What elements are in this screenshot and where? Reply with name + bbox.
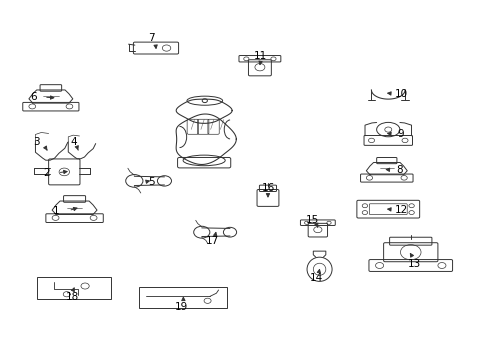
Text: 11: 11 [253,51,267,61]
Text: 2: 2 [43,168,50,178]
Text: 13: 13 [407,258,421,269]
Bar [37,277,110,299]
Text: 1: 1 [53,206,60,216]
Text: 7: 7 [148,33,155,43]
Text: 4: 4 [70,137,77,147]
Text: 17: 17 [205,236,219,246]
Text: 16: 16 [261,183,274,193]
Text: 12: 12 [393,204,407,215]
Text: 5: 5 [148,177,155,187]
Text: 9: 9 [397,129,404,139]
Text: 8: 8 [396,165,403,175]
Text: 19: 19 [175,302,188,312]
Text: 6: 6 [30,92,37,102]
Text: 15: 15 [305,215,318,225]
Text: 3: 3 [33,137,40,147]
Text: 14: 14 [309,273,323,283]
Text: 10: 10 [394,89,407,99]
Bar [139,287,227,308]
Text: 18: 18 [65,292,79,302]
